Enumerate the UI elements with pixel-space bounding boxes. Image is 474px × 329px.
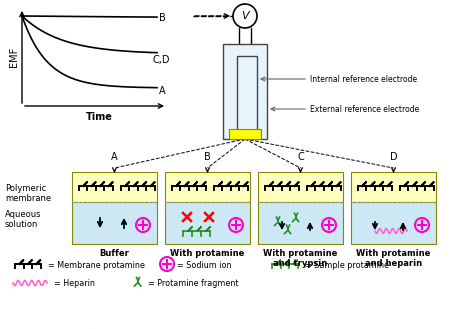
Bar (351, 202, 436, 244)
Text: = Sodium ion: = Sodium ion (177, 261, 231, 269)
Bar (165, 172, 250, 202)
Text: Aqueous
solution: Aqueous solution (5, 210, 42, 229)
Text: = Protamine fragment: = Protamine fragment (148, 280, 238, 289)
Bar (351, 172, 436, 202)
Text: With protamine
and heparin: With protamine and heparin (356, 249, 431, 268)
Text: Polymeric
membrane: Polymeric membrane (5, 184, 51, 203)
Text: B: B (159, 13, 166, 23)
Text: EMF: EMF (9, 47, 19, 67)
Bar (258, 202, 343, 244)
Bar (165, 202, 250, 244)
Text: Internal reference electrode: Internal reference electrode (310, 74, 417, 84)
Text: C,D: C,D (153, 55, 171, 65)
Text: = Sample protamine: = Sample protamine (305, 261, 389, 269)
Text: V: V (241, 11, 249, 21)
Circle shape (233, 4, 257, 28)
Text: Time: Time (86, 112, 113, 122)
Text: External reference electrode: External reference electrode (310, 105, 419, 114)
Bar (237, 56, 257, 134)
Text: A: A (159, 86, 165, 96)
Text: Buffer: Buffer (100, 249, 129, 258)
Text: With protamine: With protamine (170, 249, 245, 258)
Bar (72, 202, 157, 244)
Bar (223, 44, 267, 139)
Text: = Membrane protamine: = Membrane protamine (48, 261, 145, 269)
Text: A: A (111, 152, 118, 162)
Bar (72, 172, 157, 202)
Bar (229, 129, 261, 139)
Text: B: B (204, 152, 211, 162)
Text: C: C (297, 152, 304, 162)
Bar (258, 172, 343, 202)
Text: With protamine
and trypsin: With protamine and trypsin (264, 249, 337, 268)
Text: D: D (390, 152, 397, 162)
Text: = Heparin: = Heparin (54, 280, 95, 289)
